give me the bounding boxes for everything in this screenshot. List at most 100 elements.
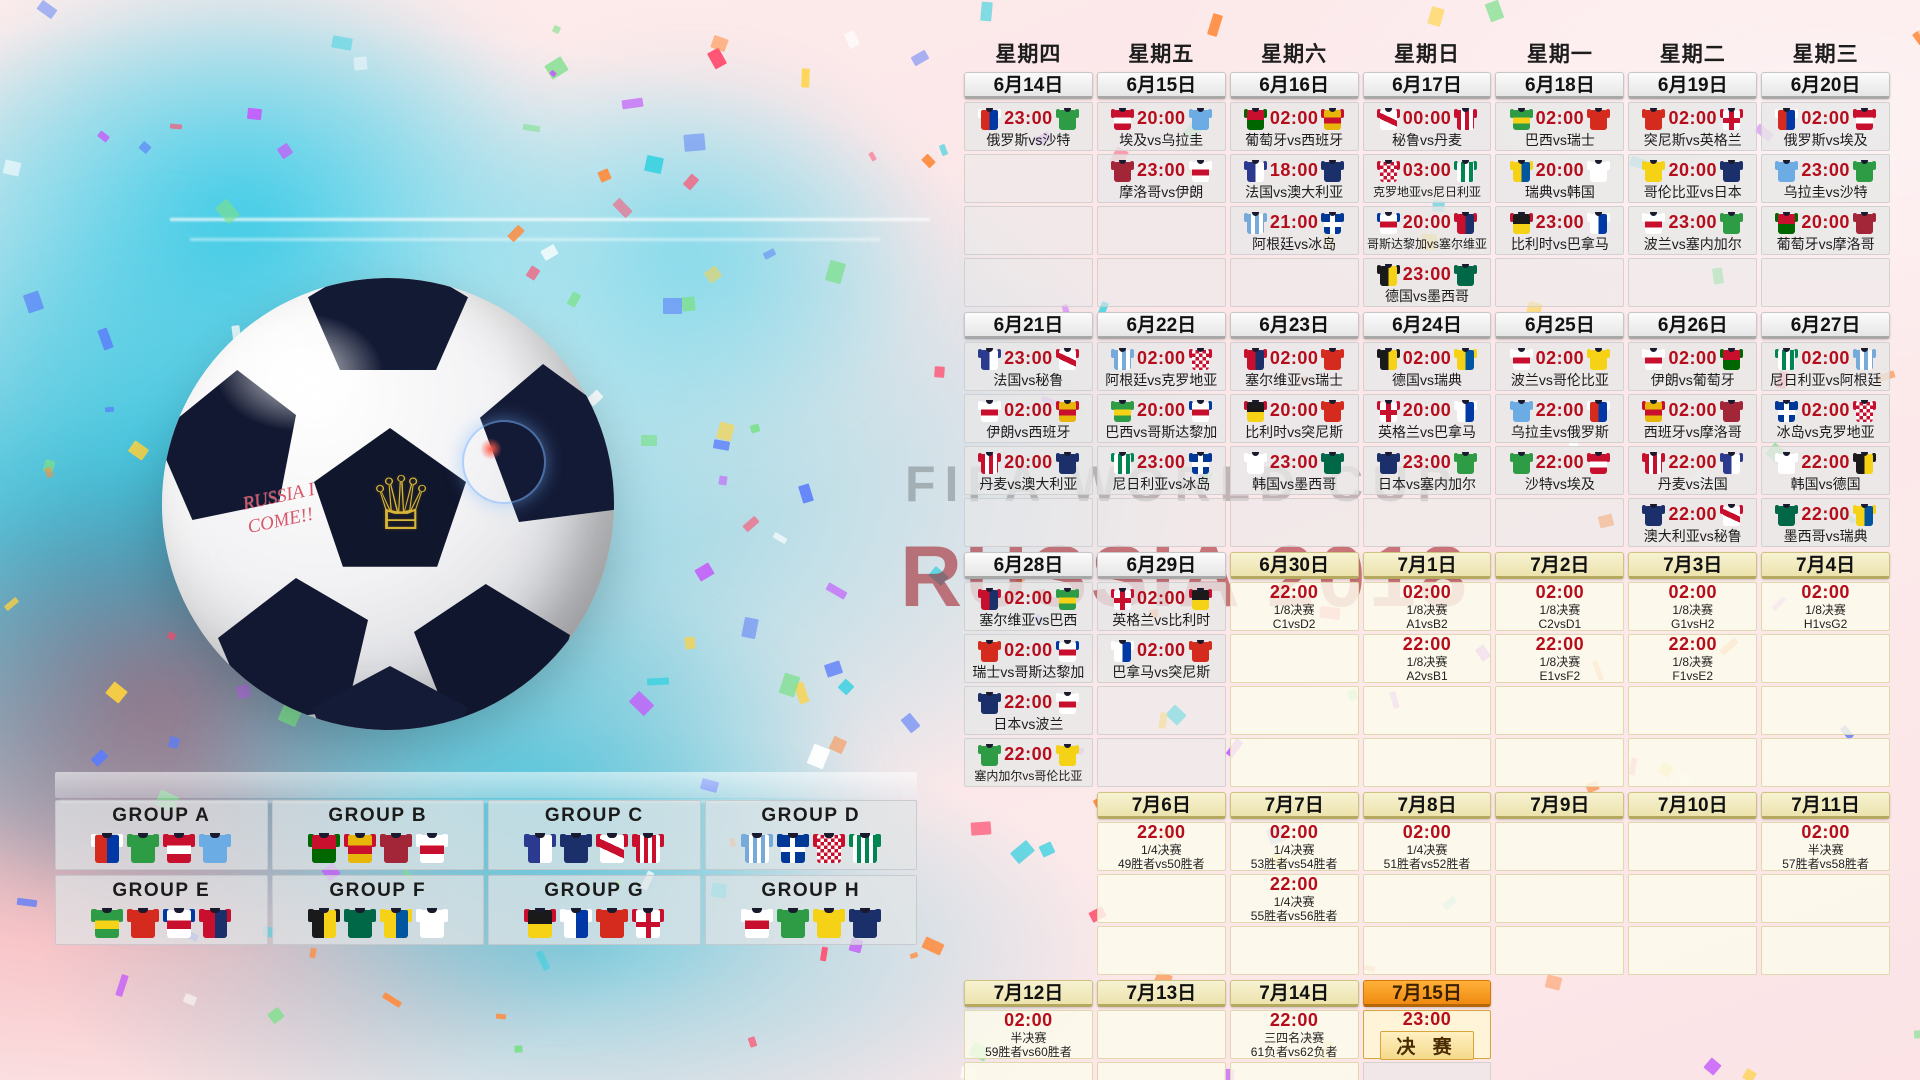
- knockout-match-cell[interactable]: 02:00 半决赛 57胜者vs58胜者: [1761, 822, 1891, 871]
- group-box-group-c[interactable]: GROUP C: [488, 800, 701, 870]
- match-cell[interactable]: 03:00 克罗地亚vs尼日利亚: [1362, 154, 1492, 203]
- day-label[interactable]: 6月18日: [1495, 72, 1625, 99]
- match-cell[interactable]: 22:00 沙特vs埃及: [1495, 446, 1625, 495]
- match-cell[interactable]: 02:00 伊朗vs西班牙: [964, 394, 1093, 443]
- match-cell[interactable]: 23:00 比利时vs巴拿马: [1495, 206, 1625, 255]
- match-cell[interactable]: 23:00 乌拉圭vs沙特: [1761, 154, 1891, 203]
- match-cell[interactable]: 20:00 哥伦比亚vs日本: [1628, 154, 1758, 203]
- day-label[interactable]: 7月4日: [1761, 552, 1891, 579]
- match-cell[interactable]: 18:00 法国vs澳大利亚: [1229, 154, 1359, 203]
- knockout-match-cell[interactable]: 22:00 1/8决赛 A2vsB1: [1362, 634, 1492, 683]
- day-label[interactable]: 6月27日: [1761, 312, 1891, 339]
- match-cell[interactable]: 20:00 比利时vs突尼斯: [1229, 394, 1359, 443]
- match-cell[interactable]: 02:00 俄罗斯vs埃及: [1761, 102, 1891, 151]
- group-box-group-f[interactable]: GROUP F: [271, 875, 484, 945]
- match-cell[interactable]: 02:00 伊朗vs葡萄牙: [1628, 342, 1758, 391]
- match-cell[interactable]: 20:00 瑞典vs韩国: [1495, 154, 1625, 203]
- match-cell[interactable]: 23:00 摩洛哥vs伊朗: [1096, 154, 1226, 203]
- day-label[interactable]: 6月30日: [1229, 552, 1359, 579]
- day-label[interactable]: 6月28日: [964, 552, 1093, 579]
- match-cell[interactable]: 22:00 韩国vs德国: [1761, 446, 1891, 495]
- match-cell[interactable]: 22:00 丹麦vs法国: [1628, 446, 1758, 495]
- match-cell[interactable]: 00:00 秘鲁vs丹麦: [1362, 102, 1492, 151]
- day-label[interactable]: 6月17日: [1362, 72, 1492, 99]
- day-label[interactable]: 6月16日: [1229, 72, 1359, 99]
- day-label[interactable]: 7月1日: [1362, 552, 1492, 579]
- knockout-match-cell[interactable]: 02:00 1/4决赛 51胜者vs52胜者: [1362, 822, 1492, 871]
- knockout-match-cell[interactable]: 22:00 1/8决赛 C1vsD2: [1229, 582, 1359, 631]
- day-label[interactable]: 7月10日: [1628, 792, 1758, 819]
- match-cell[interactable]: 22:00 日本vs波兰: [964, 686, 1093, 735]
- knockout-match-cell[interactable]: 02:00 1/8决赛 H1vsG2: [1761, 582, 1891, 631]
- match-cell[interactable]: 02:00 波兰vs哥伦比亚: [1495, 342, 1625, 391]
- group-box-group-a[interactable]: GROUP A: [55, 800, 268, 870]
- match-cell[interactable]: 20:00 埃及vs乌拉圭: [1096, 102, 1226, 151]
- day-label[interactable]: 7月14日: [1229, 980, 1359, 1007]
- match-cell[interactable]: 22:00 塞内加尔vs哥伦比亚: [964, 738, 1093, 787]
- group-box-group-e[interactable]: GROUP E: [55, 875, 268, 945]
- match-cell[interactable]: 02:00 葡萄牙vs西班牙: [1229, 102, 1359, 151]
- knockout-match-cell[interactable]: 02:00 1/8决赛 A1vsB2: [1362, 582, 1492, 631]
- group-box-group-h[interactable]: GROUP H: [704, 875, 917, 945]
- match-cell[interactable]: 22:00 墨西哥vs瑞典: [1761, 498, 1891, 547]
- day-label[interactable]: 6月15日: [1096, 72, 1226, 99]
- match-cell[interactable]: 20:00 葡萄牙vs摩洛哥: [1761, 206, 1891, 255]
- match-cell[interactable]: 02:00 尼日利亚vs阿根廷: [1761, 342, 1891, 391]
- match-cell[interactable]: 23:00 德国vs墨西哥: [1362, 258, 1492, 307]
- day-label[interactable]: 6月23日: [1229, 312, 1359, 339]
- day-label[interactable]: 6月21日: [964, 312, 1093, 339]
- match-cell[interactable]: 23:00 俄罗斯vs沙特: [964, 102, 1093, 151]
- match-cell[interactable]: 20:00 巴西vs哥斯达黎加: [1096, 394, 1226, 443]
- day-label[interactable]: 7月3日: [1628, 552, 1758, 579]
- knockout-match-cell[interactable]: 02:00 1/4决赛 53胜者vs54胜者: [1229, 822, 1359, 871]
- day-label[interactable]: 6月19日: [1628, 72, 1758, 99]
- group-box-group-d[interactable]: GROUP D: [704, 800, 917, 870]
- day-label[interactable]: 6月25日: [1495, 312, 1625, 339]
- match-cell[interactable]: 02:00 巴西vs瑞士: [1495, 102, 1625, 151]
- match-cell[interactable]: 02:00 德国vs瑞典: [1362, 342, 1492, 391]
- match-cell[interactable]: 02:00 西班牙vs摩洛哥: [1628, 394, 1758, 443]
- match-cell[interactable]: 02:00 英格兰vs比利时: [1096, 582, 1226, 631]
- match-cell[interactable]: 20:00 丹麦vs澳大利亚: [964, 446, 1093, 495]
- match-cell[interactable]: 02:00 巴拿马vs突尼斯: [1096, 634, 1226, 683]
- match-cell[interactable]: 20:00 英格兰vs巴拿马: [1362, 394, 1492, 443]
- day-label[interactable]: 7月7日: [1229, 792, 1359, 819]
- knockout-match-cell[interactable]: 02:00 1/8决赛 G1vsH2: [1628, 582, 1758, 631]
- day-label[interactable]: 7月12日: [964, 980, 1093, 1007]
- day-label[interactable]: 6月22日: [1096, 312, 1226, 339]
- final-match-cell[interactable]: 23:00 决 赛: [1362, 1009, 1492, 1060]
- day-label[interactable]: 7月6日: [1096, 792, 1226, 819]
- day-label[interactable]: 6月29日: [1096, 552, 1226, 579]
- match-cell[interactable]: 23:00 日本vs塞内加尔: [1362, 446, 1492, 495]
- match-cell[interactable]: 22:00 澳大利亚vs秘鲁: [1628, 498, 1758, 547]
- knockout-match-cell[interactable]: 02:00 1/8决赛 C2vsD1: [1495, 582, 1625, 631]
- day-label[interactable]: 6月24日: [1362, 312, 1492, 339]
- day-label[interactable]: 7月15日: [1362, 980, 1492, 1007]
- match-cell[interactable]: 02:00 塞尔维亚vs巴西: [964, 582, 1093, 631]
- day-label[interactable]: 6月20日: [1761, 72, 1891, 99]
- match-cell[interactable]: 21:00 阿根廷vs冰岛: [1229, 206, 1359, 255]
- match-cell[interactable]: 20:00 哥斯达黎加vs塞尔维亚: [1362, 206, 1492, 255]
- knockout-match-cell[interactable]: 22:00 三四名决赛 61负者vs62负者: [1229, 1010, 1359, 1059]
- knockout-match-cell[interactable]: 22:00 1/8决赛 F1vsE2: [1628, 634, 1758, 683]
- match-cell[interactable]: 02:00 瑞士vs哥斯达黎加: [964, 634, 1093, 683]
- match-cell[interactable]: 22:00 乌拉圭vs俄罗斯: [1495, 394, 1625, 443]
- day-label[interactable]: 6月26日: [1628, 312, 1758, 339]
- match-cell[interactable]: 23:00 波兰vs塞内加尔: [1628, 206, 1758, 255]
- knockout-match-cell[interactable]: 02:00 半决赛 59胜者vs60胜者: [964, 1010, 1093, 1059]
- group-box-group-b[interactable]: GROUP B: [271, 800, 484, 870]
- match-cell[interactable]: 02:00 塞尔维亚vs瑞士: [1229, 342, 1359, 391]
- day-label[interactable]: 7月8日: [1362, 792, 1492, 819]
- day-label[interactable]: 7月13日: [1096, 980, 1226, 1007]
- knockout-match-cell[interactable]: 22:00 1/4决赛 55胜者vs56胜者: [1229, 874, 1359, 923]
- day-label[interactable]: 7月2日: [1495, 552, 1625, 579]
- match-cell[interactable]: 23:00 韩国vs墨西哥: [1229, 446, 1359, 495]
- match-cell[interactable]: 02:00 阿根廷vs克罗地亚: [1096, 342, 1226, 391]
- knockout-match-cell[interactable]: 22:00 1/8决赛 E1vsF2: [1495, 634, 1625, 683]
- day-label[interactable]: 6月14日: [964, 72, 1093, 99]
- day-label[interactable]: 7月9日: [1495, 792, 1625, 819]
- knockout-match-cell[interactable]: 22:00 1/4决赛 49胜者vs50胜者: [1096, 822, 1226, 871]
- match-cell[interactable]: 23:00 尼日利亚vs冰岛: [1096, 446, 1226, 495]
- match-cell[interactable]: 02:00 冰岛vs克罗地亚: [1761, 394, 1891, 443]
- day-label[interactable]: 7月11日: [1761, 792, 1891, 819]
